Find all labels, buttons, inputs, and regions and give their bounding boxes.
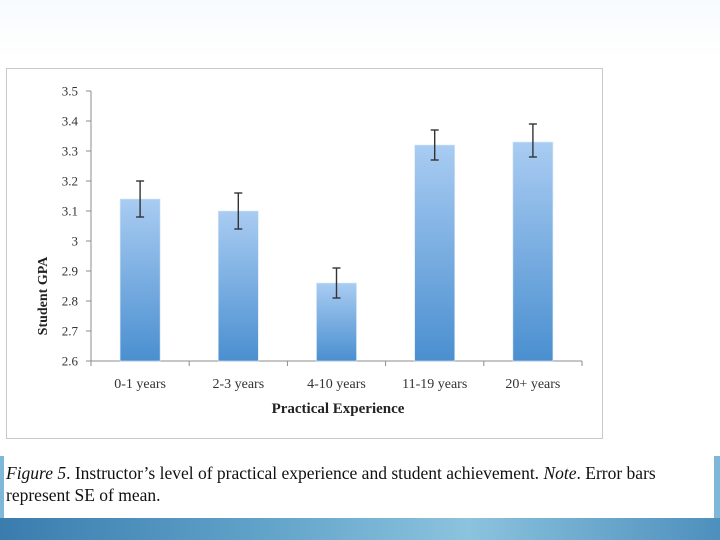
- left-decor-strip: [0, 456, 4, 518]
- x-axis-title: Practical Experience: [272, 401, 405, 417]
- note-label: Note: [543, 463, 577, 483]
- x-tick-label: 20+ years: [505, 377, 560, 392]
- y-tick-label: 2.6: [62, 354, 79, 369]
- bar-chart: 2.6 2.7 2.8 2.9 3 3.1 3.2 3.3 3.4 3.5 0-1 years 2-3…: [36, 84, 583, 417]
- bottom-decor-band: [0, 518, 720, 540]
- y-tick-label: 3.2: [62, 174, 78, 189]
- y-tick-label: 3.3: [62, 144, 78, 159]
- x-tick-label: 2-3 years: [212, 377, 264, 392]
- y-tick-label: 3.1: [62, 204, 78, 219]
- y-tick-label: 3: [72, 234, 79, 249]
- note-text: . Error bars represent SE of mean.: [6, 463, 656, 505]
- y-tick-label: 3.5: [62, 84, 78, 99]
- x-tick-label: 0-1 years: [114, 377, 166, 392]
- figure-label: Figure 5: [6, 463, 67, 483]
- bar: [512, 141, 554, 362]
- y-tick-label: 2.7: [62, 324, 79, 339]
- bar: [119, 198, 161, 362]
- chart-frame: [6, 68, 603, 439]
- bar: [414, 144, 456, 362]
- y-axis-title: Student GPA: [36, 256, 51, 336]
- y-tick-label: 3.4: [62, 114, 79, 129]
- bar: [218, 210, 259, 362]
- figure-caption: Figure 5. Instructor’s level of practica…: [6, 462, 714, 506]
- y-tick-label: 2.9: [62, 264, 78, 279]
- y-tick-label: 2.8: [62, 294, 78, 309]
- x-tick-label: 4-10 years: [307, 377, 366, 392]
- x-tick-label: 11-19 years: [402, 377, 467, 392]
- right-decor-strip: [714, 456, 720, 518]
- caption-text: . Instructor’s level of practical experi…: [66, 463, 544, 483]
